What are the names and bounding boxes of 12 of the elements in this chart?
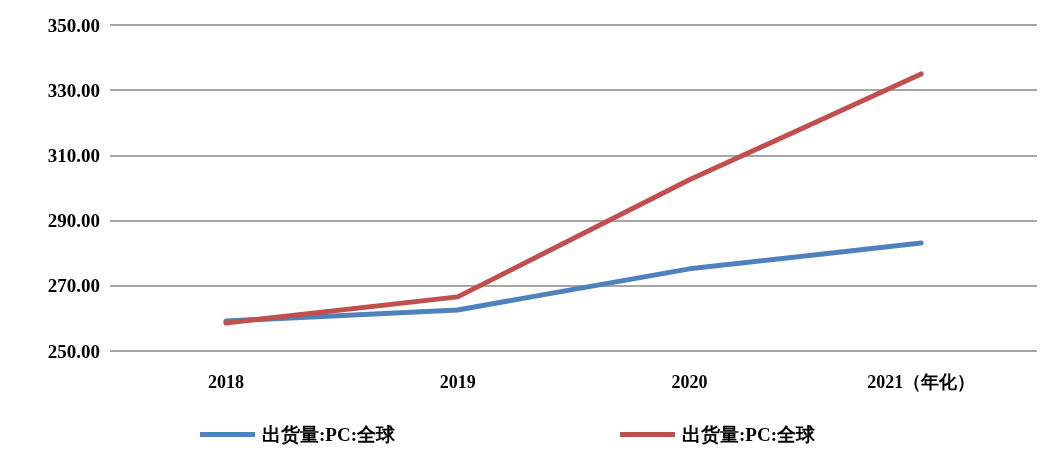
x-tick-label: 2020	[671, 372, 708, 392]
y-tick-label: 250.00	[47, 340, 100, 362]
y-tick-label: 350.00	[47, 14, 100, 36]
legend-label: 出货量:PC:全球	[262, 424, 396, 445]
y-tick-label: 270.00	[47, 275, 100, 297]
y-tick-label: 310.00	[47, 144, 100, 166]
x-tick-label: 2018	[207, 372, 244, 392]
legend-label: 出货量:PC:全球	[682, 424, 816, 445]
x-tick-label: 2019	[439, 372, 476, 392]
y-tick-label: 330.00	[47, 79, 100, 101]
x-tick-label: 2021（年化）	[867, 372, 976, 392]
y-tick-label: 290.00	[47, 210, 100, 232]
